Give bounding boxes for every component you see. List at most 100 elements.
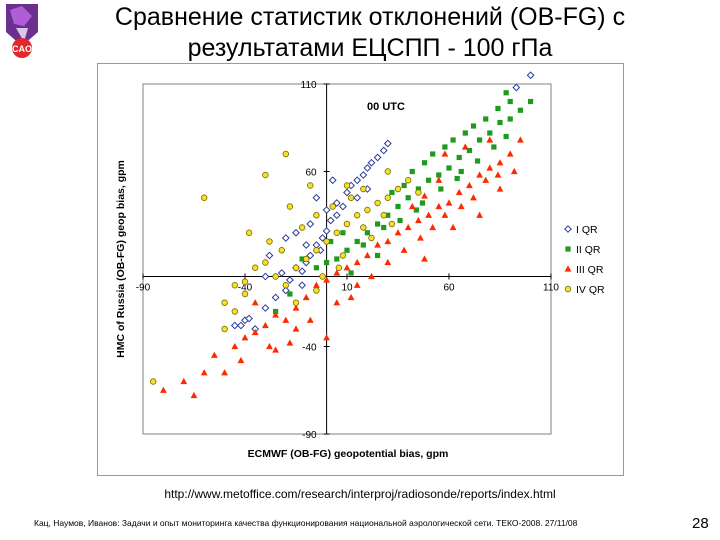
point-iii-qr — [292, 325, 300, 332]
point-iii-qr — [506, 150, 514, 157]
point-iii-qr — [425, 211, 432, 218]
point-iii-qr — [282, 316, 290, 323]
scatter-chart: -90 -40 10 60 110 110 60 -40 -90 00 UTC ECMWF (O… — [115, 71, 605, 460]
point-iv-qr — [343, 182, 351, 189]
point-iv-qr — [292, 264, 300, 271]
point-ii-qr — [495, 105, 501, 112]
point-iv-qr — [266, 238, 273, 245]
point-iv-qr — [368, 234, 375, 242]
point-iii-qr — [408, 202, 416, 210]
point-iv-qr — [364, 206, 371, 214]
legend-marker — [564, 265, 572, 272]
point-ii-qr — [348, 270, 354, 276]
point-ii-qr — [287, 291, 293, 297]
point-ii-qr — [462, 130, 468, 136]
point-iv-qr — [251, 264, 259, 271]
y-tick-label: -90 — [302, 430, 317, 441]
point-ii-qr — [364, 230, 370, 236]
point-iii-qr — [476, 211, 483, 218]
point-iii-qr — [231, 342, 239, 350]
point-ii-qr — [442, 144, 448, 150]
point-ii-qr — [483, 116, 489, 122]
point-ii-qr — [528, 98, 534, 105]
point-ii-qr — [446, 165, 452, 171]
y-tick-label: 110 — [301, 80, 317, 91]
point-ii-qr — [458, 168, 464, 175]
point-ii-qr — [409, 168, 415, 175]
point-ii-qr — [334, 256, 340, 262]
point-iii-qr — [435, 176, 443, 183]
x-axis-label: ECMWF (OB-FG) geopotential bias, gpm — [248, 448, 449, 460]
point-iv-qr — [405, 177, 412, 184]
point-i-qr — [353, 193, 362, 202]
point-i-qr — [332, 211, 341, 220]
point-i-qr — [383, 139, 392, 148]
point-iv-qr — [241, 278, 249, 285]
point-iv-qr — [384, 194, 391, 201]
point-iv-qr — [394, 185, 402, 193]
title-line-1: Сравнение статистик отклонений (OB-FG) с — [114, 3, 626, 31]
point-i-qr — [379, 146, 388, 155]
point-ii-qr — [413, 207, 419, 213]
point-ii-qr — [375, 252, 381, 259]
point-iv-qr — [231, 282, 238, 289]
point-i-qr — [245, 314, 253, 323]
point-iii-qr — [237, 356, 245, 364]
point-iii-qr — [384, 258, 392, 266]
point-ii-qr — [474, 158, 481, 164]
point-iv-qr — [292, 299, 300, 306]
point-iii-qr — [251, 328, 259, 336]
point-ii-qr — [436, 172, 442, 178]
point-i-qr — [265, 251, 274, 260]
point-i-qr — [298, 267, 307, 276]
point-iv-qr — [360, 224, 367, 231]
point-iii-qr — [404, 223, 412, 231]
point-ii-qr — [503, 90, 509, 96]
point-iv-qr — [374, 199, 381, 207]
legend-label: III QR — [576, 264, 604, 276]
point-ii-qr — [421, 160, 428, 166]
point-iii-qr — [421, 192, 428, 199]
point-iv-qr — [319, 273, 326, 280]
point-ii-qr — [328, 238, 334, 245]
slide-title: Сравнение статистик отклонений (OB-FG) с… — [50, 2, 690, 64]
y-tick-label: -40 — [302, 343, 317, 354]
point-ii-qr — [507, 98, 513, 105]
point-ii-qr — [375, 221, 381, 227]
point-i-qr — [526, 71, 535, 80]
point-i-qr — [353, 176, 362, 185]
point-iii-qr — [494, 171, 502, 178]
axis-ticks: -90 -40 10 60 110 110 60 -40 -90 — [136, 80, 560, 441]
point-iv-qr — [278, 247, 285, 254]
source-url[interactable]: http://www.metoffice.com/research/interp… — [164, 487, 556, 501]
y-axis-label: HMC of Russia (OB-FG) geop bias, gpm — [115, 160, 127, 358]
point-iii-qr — [510, 167, 518, 175]
plot-area — [142, 83, 552, 435]
point-iv-qr — [307, 182, 314, 189]
point-ii-qr — [419, 200, 426, 206]
point-iii-qr — [364, 251, 371, 259]
point-ii-qr — [450, 137, 456, 143]
point-i-qr — [302, 241, 311, 249]
point-ii-qr — [454, 175, 460, 182]
point-iv-qr — [313, 212, 320, 219]
point-i-qr — [261, 304, 270, 312]
point-i-qr — [285, 276, 294, 284]
point-iii-qr — [482, 176, 490, 183]
point-iii-qr — [461, 143, 469, 150]
point-iii-qr — [353, 258, 361, 266]
point-iii-qr — [441, 211, 449, 218]
point-iii-qr — [323, 276, 330, 283]
point-ii-qr — [299, 256, 305, 262]
point-iii-qr — [160, 386, 167, 393]
point-iii-qr — [262, 321, 269, 329]
point-ii-qr — [397, 217, 403, 224]
point-iii-qr — [445, 199, 453, 206]
point-iv-qr — [298, 224, 306, 231]
point-iv-qr — [302, 255, 310, 263]
point-iii-qr — [353, 281, 361, 288]
point-ii-qr — [503, 133, 509, 140]
point-i-qr — [322, 206, 331, 214]
point-i-qr — [326, 216, 335, 225]
point-ii-qr — [381, 224, 387, 231]
